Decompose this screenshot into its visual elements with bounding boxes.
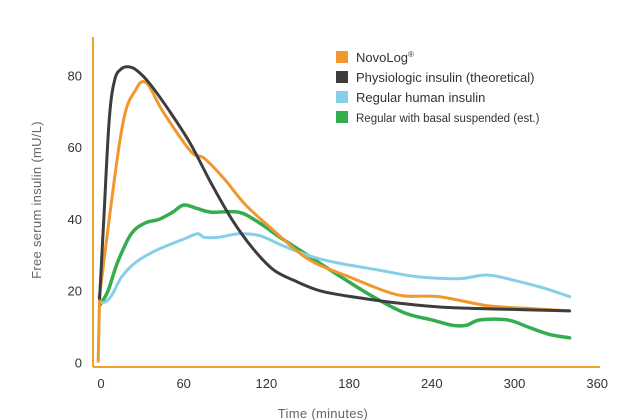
y-tick-label: 60 bbox=[68, 140, 82, 155]
y-tick-label: 0 bbox=[75, 356, 82, 371]
x-tick-label: 180 bbox=[338, 376, 360, 391]
x-tick-label: 0 bbox=[97, 376, 104, 391]
y-tick-label: 20 bbox=[68, 284, 82, 299]
series-lines bbox=[96, 65, 572, 363]
x-tick-label: 120 bbox=[256, 376, 278, 391]
legend-swatch-novolog bbox=[336, 51, 348, 63]
y-tick-label: 80 bbox=[68, 68, 82, 83]
tick-labels: 0 60 120 180 240 300 360 0 20 40 60 80 bbox=[68, 68, 609, 391]
legend-entry-regular-human-insulin: Regular human insulin bbox=[356, 90, 485, 105]
legend-entry-physiologic-insulin-theoretical: Physiologic insulin (theoretical) bbox=[356, 70, 534, 85]
series-line-physiologic-insulin-theoretical bbox=[98, 65, 572, 313]
legend: NovoLog® Physiologic insulin (theoretical… bbox=[336, 50, 540, 125]
y-tick-label: 40 bbox=[68, 212, 82, 227]
y-axis-label: Free serum insulin (mU/L) bbox=[29, 121, 44, 279]
legend-swatch-regular-with-basal-suspended-est bbox=[336, 111, 348, 123]
x-tick-label: 60 bbox=[176, 376, 190, 391]
series-line-novolog bbox=[96, 80, 572, 363]
x-tick-label: 240 bbox=[421, 376, 443, 391]
legend-entry-novolog: NovoLog® bbox=[356, 50, 414, 65]
series-line-regular-human-insulin bbox=[98, 232, 572, 305]
x-tick-label: 360 bbox=[586, 376, 608, 391]
legend-entry-regular-with-basal-suspended-est: Regular with basal suspended (est.) bbox=[356, 113, 540, 125]
axes bbox=[92, 37, 600, 368]
x-axis-label: Time (minutes) bbox=[278, 406, 368, 420]
legend-swatch-regular-human-insulin bbox=[336, 91, 348, 103]
x-tick-label: 300 bbox=[504, 376, 526, 391]
legend-swatch-physiologic-insulin-theoretical bbox=[336, 71, 348, 83]
